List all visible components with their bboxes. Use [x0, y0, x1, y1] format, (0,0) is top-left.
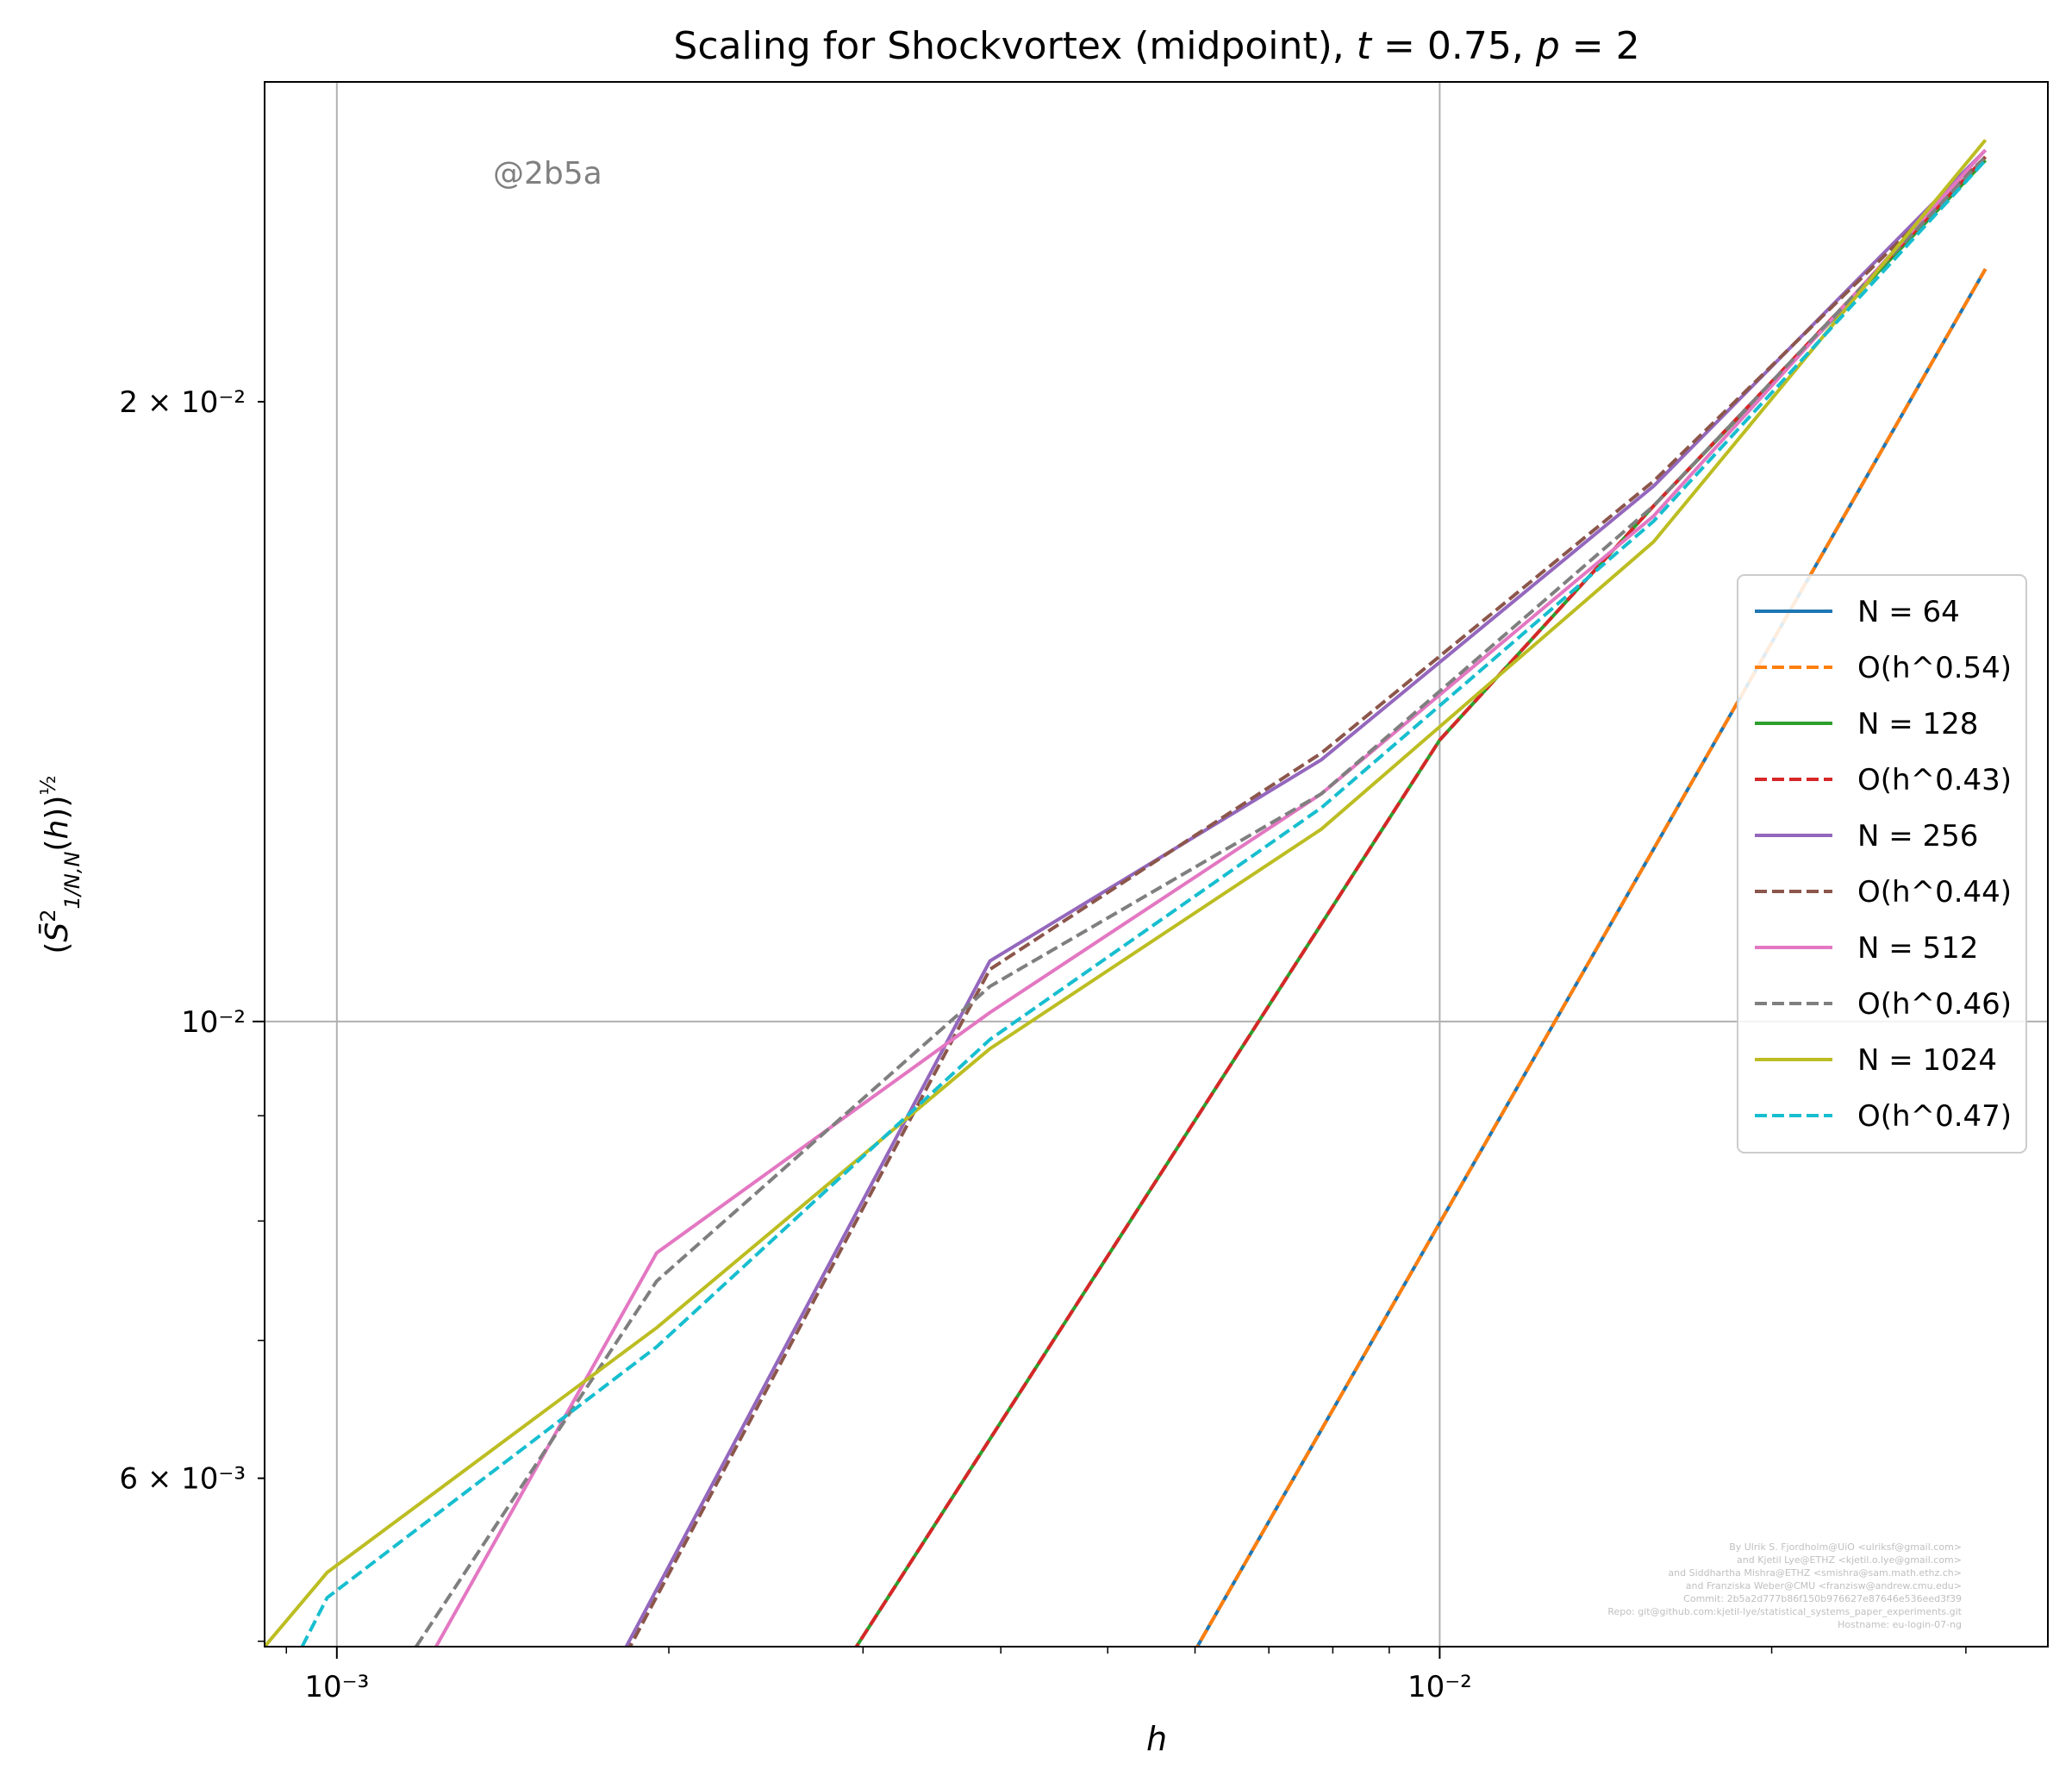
- credit-line: and Siddhartha Mishra@ETHZ <smishra@sam.…: [1668, 1567, 1962, 1579]
- svg-text:Scaling for Shockvortex (midpo: Scaling for Shockvortex (midpoint), t = …: [673, 24, 1639, 68]
- y-axis: 6 × 10⁻³ 10⁻² 2 × 10⁻²: [119, 385, 265, 1497]
- credit-line: Repo: git@github.com:kjetil-lye/statisti…: [1607, 1606, 1962, 1617]
- series-line-10: [300, 159, 1988, 1647]
- y-tick-label: 6 × 10⁻³: [119, 1462, 246, 1497]
- legend-frame: [1737, 574, 2027, 1154]
- credit-line: and Kjetil Lye@ETHZ <kjetil.o.lye@gmail.…: [1737, 1554, 1962, 1566]
- x-axis: 10⁻³ 10⁻²: [304, 1647, 1472, 1704]
- y-tick-label: 2 × 10⁻²: [119, 385, 246, 420]
- legend-label-9: N = 1024: [1857, 1043, 1997, 1078]
- legend-label-3: N = 128: [1857, 707, 1978, 741]
- legend-label-6: O(h^0.44): [1857, 875, 2012, 910]
- credit-line: By Ulrik S. Fjordholm@UiO <ulriksf@gmail…: [1729, 1541, 1962, 1553]
- series-layer: [265, 139, 1988, 1647]
- legend-label-4: O(h^0.43): [1857, 763, 2012, 797]
- credit-line: Commit: 2b5a2d777b86f150b976627e87646e53…: [1683, 1593, 1962, 1604]
- chart-title: Scaling for Shockvortex (midpoint), t = …: [673, 24, 1639, 68]
- y-tick-label: 10⁻²: [181, 1005, 246, 1040]
- plot-area-frame: [264, 81, 2049, 1648]
- legend-label-1: N = 64: [1857, 595, 1960, 629]
- series-line-7: [434, 148, 1988, 1647]
- legend-label-2: O(h^0.54): [1857, 651, 2012, 685]
- legend: N = 64 O(h^0.54) N = 128 O(h^0.43) N = 256 O(…: [1737, 574, 2027, 1154]
- series-line-2: [1195, 268, 1988, 1647]
- credit-line: Hostname: eu-login-07-ng: [1838, 1619, 1962, 1630]
- y-axis-label: (S̄21/N,N(h))½: [36, 775, 84, 954]
- legend-label-7: N = 512: [1857, 931, 1978, 966]
- svg-text:(S̄21/N,N(h))½: (S̄21/N,N(h))½: [36, 775, 84, 954]
- credits-block: By Ulrik S. Fjordholm@UiO <ulriksf@gmail…: [1607, 1541, 1962, 1630]
- legend-label-10: O(h^0.47): [1857, 1099, 2012, 1134]
- x-tick-label: 10⁻²: [1407, 1670, 1472, 1704]
- legend-label-5: N = 256: [1857, 819, 1978, 853]
- series-line-9: [265, 139, 1988, 1647]
- credit-line: and Franziska Weber@CMU <franzisw@andrew…: [1686, 1580, 1962, 1591]
- x-axis-label: h: [1146, 1720, 1167, 1758]
- series-line-8: [415, 155, 1988, 1647]
- legend-label-8: O(h^0.46): [1857, 987, 2012, 1022]
- x-tick-label: 10⁻³: [304, 1670, 369, 1704]
- minor-ticks: [258, 1115, 1967, 1654]
- annotation-text: @2b5a: [493, 156, 602, 191]
- series-line-5: [624, 148, 1988, 1647]
